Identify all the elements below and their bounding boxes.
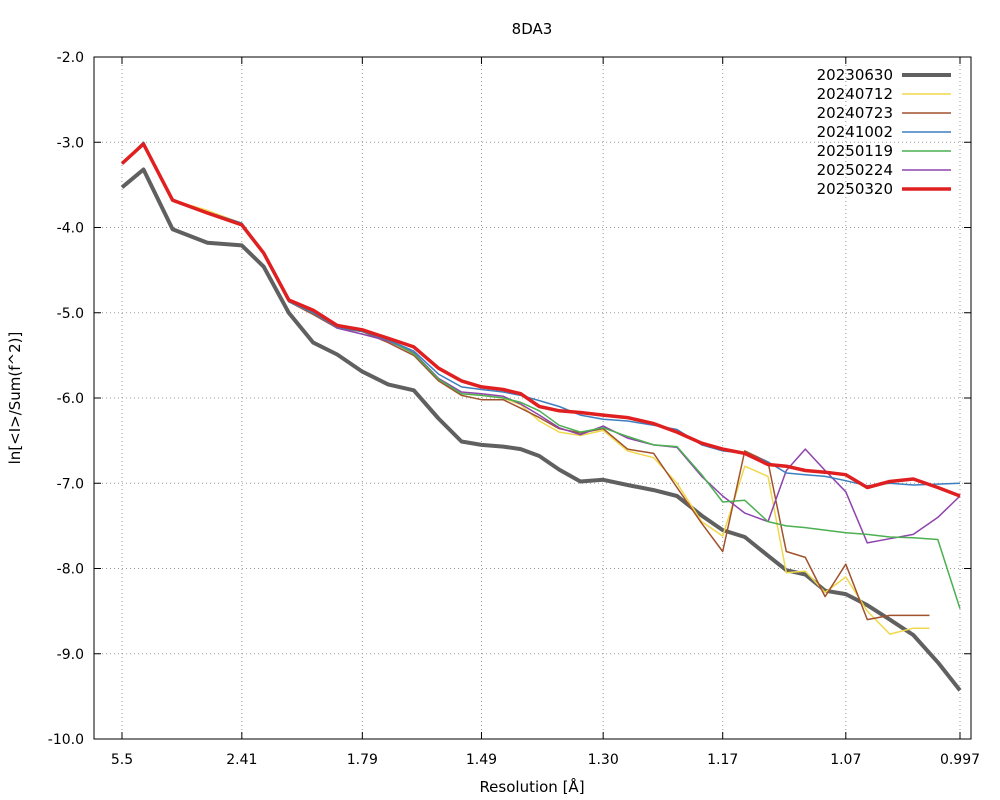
series-line-20230630 [120, 167, 962, 692]
series-layer [120, 141, 962, 692]
y-tick-label: -4.0 [57, 221, 84, 237]
legend-label: 20250224 [817, 161, 893, 179]
series-line-20240712 [121, 141, 930, 635]
legend-label: 20230630 [817, 66, 893, 84]
x-tick-label: 1.17 [707, 752, 738, 768]
x-tick-label: 1.07 [830, 752, 861, 768]
x-axis-label: Resolution [Å] [479, 777, 584, 796]
x-tick-label: 1.49 [466, 752, 497, 768]
legend-label: 20250119 [817, 142, 893, 160]
grid [94, 56, 971, 740]
y-axis-label: ln[<I>/Sum(f^2)] [6, 332, 24, 465]
x-tick-label: 0.997 [940, 752, 980, 768]
y-tick-label: -10.0 [48, 732, 84, 748]
x-tick-label: 2.41 [226, 752, 257, 768]
chart-title: 8DA3 [512, 20, 553, 38]
x-tick-label: 1.30 [588, 752, 619, 768]
y-tick-label: -3.0 [57, 135, 84, 151]
legend-label: 20240723 [817, 104, 893, 122]
series-line-20240723 [121, 141, 930, 621]
legend-label: 20241002 [817, 123, 893, 141]
y-tick-label: -9.0 [57, 647, 84, 663]
x-tick-label: 1.79 [347, 752, 378, 768]
legend-label: 20250320 [817, 180, 893, 198]
series-line-20250119 [121, 141, 961, 609]
x-tick-label: 5.5 [111, 752, 133, 768]
y-tick-label: -2.0 [57, 50, 84, 66]
legend: 2023063020240712202407232024100220250119… [817, 66, 951, 198]
ticks: 5.5 2.41 1.79 1.49 1.30 1.17 1.07 0.997 -2.0 -3.0… [48, 50, 980, 768]
y-tick-label: -8.0 [57, 562, 84, 578]
y-tick-label: -5.0 [57, 306, 84, 322]
legend-label: 20240712 [817, 85, 893, 103]
y-tick-label: -7.0 [57, 476, 84, 492]
series-line-20250320 [120, 142, 961, 498]
y-tick-label: -6.0 [57, 391, 84, 407]
